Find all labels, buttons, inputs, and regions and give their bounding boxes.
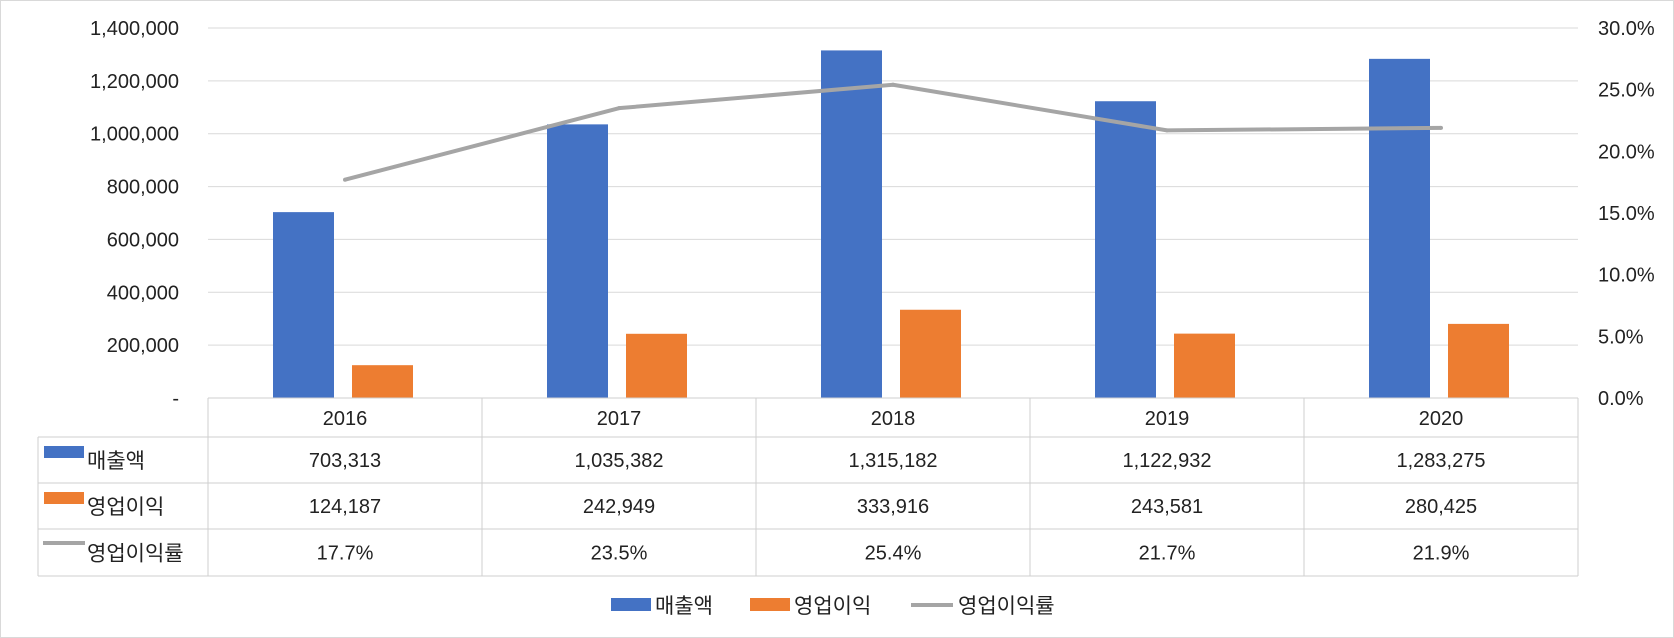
bar-매출액-2020 (1369, 58, 1430, 398)
y-right-tick-label: 20.0% (1598, 141, 1655, 163)
y-right-tick-label: 10.0% (1598, 265, 1655, 287)
y-right-tick-label: 0.0% (1598, 388, 1644, 410)
line-point-2017 (617, 106, 621, 111)
line-point-2019 (1165, 128, 1169, 133)
table-cell-value: 1,283,275 (1397, 450, 1486, 472)
y-left-tick-label: 800,000 (107, 177, 179, 199)
y-left-tick-label: 1,200,000 (90, 71, 179, 93)
bar-매출액-2016 (273, 212, 334, 398)
bar-매출액-2019 (1095, 101, 1156, 399)
table-cell-value: 1,122,932 (1123, 450, 1212, 472)
x-tick-label: 2018 (871, 408, 916, 430)
legend-key-매출액 (611, 598, 651, 611)
line-영업이익률 (344, 82, 1442, 182)
y-right-tick-label: 30.0% (1598, 18, 1655, 40)
table-cell-value: 25.4% (865, 543, 922, 565)
y-right-tick-label: 5.0% (1598, 326, 1644, 348)
table-row-label: 영업이익률 (87, 543, 184, 566)
table-legend-key-영업이익 (44, 492, 84, 504)
table-cell-value: 21.9% (1413, 543, 1470, 565)
bar-매출액-2018 (821, 50, 882, 398)
table-cell-value: 1,315,182 (849, 450, 938, 472)
table-cell-value: 124,187 (309, 496, 381, 518)
table-cell-value: 1,035,382 (575, 450, 664, 472)
table-cell-value: 17.7% (317, 543, 374, 565)
bar-영업이익-2020 (1448, 323, 1509, 398)
table-cell-value: 333,916 (857, 496, 929, 518)
table-cell-value: 280,425 (1405, 496, 1477, 518)
y-left-tick-label: 400,000 (107, 282, 179, 304)
legend-label: 영업이익 (794, 595, 871, 618)
table-cell-value: 21.7% (1139, 543, 1196, 565)
y-left-tick-label: 1,000,000 (90, 124, 179, 146)
table-cell-value: 243,581 (1131, 496, 1203, 518)
x-tick-label: 2016 (323, 408, 368, 430)
y-right-tick-label: 25.0% (1598, 80, 1655, 102)
bar-영업이익-2019 (1174, 333, 1235, 398)
table-cell-value: 703,313 (309, 450, 381, 472)
legend-label: 매출액 (655, 595, 713, 618)
table-row-label: 영업이익 (87, 496, 164, 519)
x-tick-label: 2020 (1419, 408, 1464, 430)
legend-key-영업이익 (750, 598, 790, 611)
line-point-2018 (891, 82, 895, 87)
y-right-tick-label: 15.0% (1598, 203, 1655, 225)
x-tick-label: 2019 (1145, 408, 1190, 430)
bar-영업이익-2016 (352, 365, 413, 398)
y-left-tick-label: 1,400,000 (90, 18, 179, 40)
y-left-tick-label: - (172, 388, 179, 410)
line-point-2020 (1439, 125, 1443, 130)
x-tick-label: 2017 (597, 408, 642, 430)
bar-매출액-2017 (547, 124, 608, 398)
bar-영업이익-2018 (900, 309, 961, 398)
line-point-2016 (343, 177, 347, 182)
y-left-tick-label: 600,000 (107, 229, 179, 251)
table-cell-value: 23.5% (591, 543, 648, 565)
legend-label: 영업이익률 (958, 595, 1055, 618)
table-row-label: 매출액 (87, 450, 145, 473)
table-cell-value: 242,949 (583, 496, 655, 518)
bar-영업이익-2017 (626, 333, 687, 398)
y-left-tick-label: 200,000 (107, 335, 179, 357)
table-legend-key-매출액 (44, 446, 84, 458)
